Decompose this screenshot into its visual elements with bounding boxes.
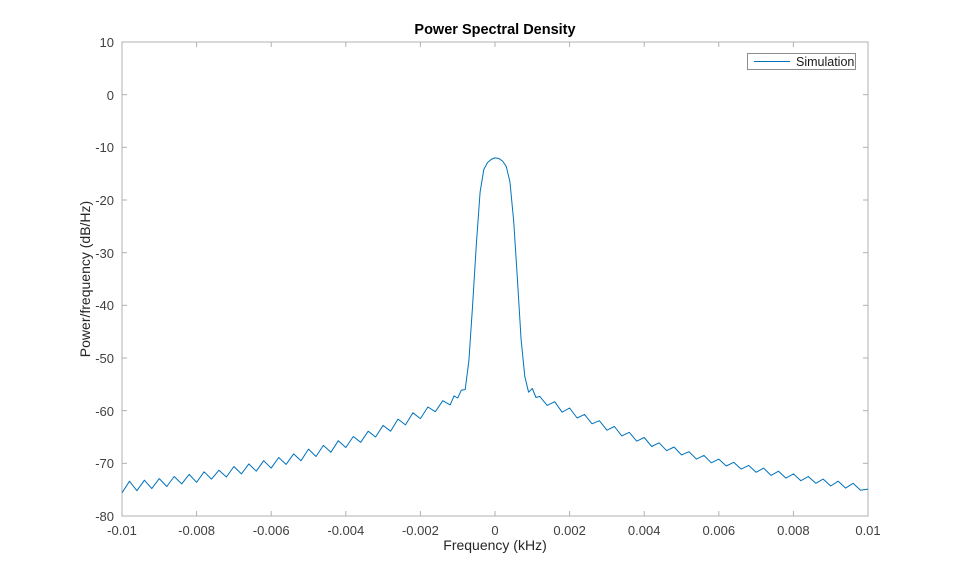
x-tick-label: 0.01 [855, 523, 881, 538]
y-tick-label: -40 [95, 298, 114, 314]
x-axis-label: Frequency (kHz) [443, 537, 547, 553]
x-tick-label: -0.01 [107, 523, 137, 538]
x-tick-label: -0.006 [252, 523, 290, 538]
y-axis-label: Power/frequency (dB/Hz) [77, 200, 93, 358]
x-tick-label: -0.008 [178, 523, 216, 538]
y-tick-label: -80 [95, 509, 114, 524]
y-tick-label: 0 [106, 87, 114, 103]
x-tick-label: -0.004 [327, 523, 365, 538]
x-tick-label: 0.006 [702, 523, 736, 538]
y-tick-label: -10 [95, 140, 114, 156]
x-tick-label: 0.008 [777, 523, 810, 538]
x-tick-label: 0 [491, 523, 499, 538]
x-tick-label: -0.002 [401, 523, 439, 538]
legend-entry-label: Simulation [796, 54, 855, 69]
y-tick-label: -30 [95, 245, 114, 261]
y-tick-label: -70 [95, 456, 114, 472]
y-tick-label: -50 [95, 351, 114, 366]
chart-title: Power Spectral Density [414, 22, 576, 38]
x-tick-label: 0.002 [553, 523, 586, 538]
y-tick-label: 10 [99, 35, 114, 50]
legend-line-sample [754, 61, 790, 62]
legend: Simulation [747, 53, 856, 70]
y-tick-label: -20 [95, 193, 114, 208]
y-tick-label: -60 [95, 403, 114, 419]
x-tick-label: 0.004 [627, 523, 661, 538]
